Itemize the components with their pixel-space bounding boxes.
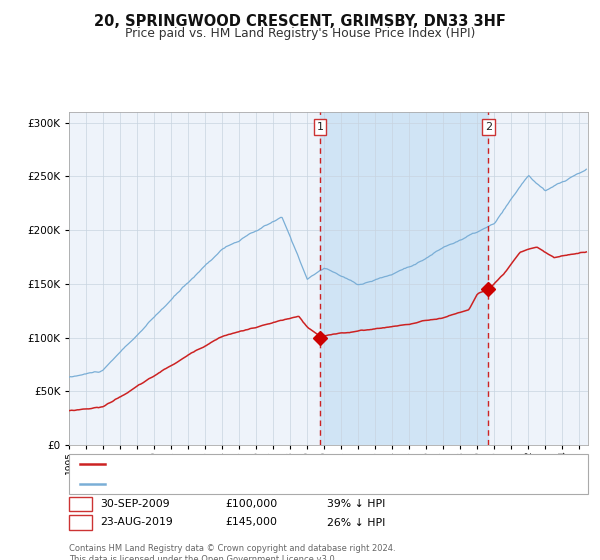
Text: Contains HM Land Registry data © Crown copyright and database right 2024.
This d: Contains HM Land Registry data © Crown c… (69, 544, 395, 560)
Text: 2: 2 (77, 517, 84, 528)
Text: 1: 1 (77, 499, 84, 509)
Text: 20, SPRINGWOOD CRESCENT, GRIMSBY, DN33 3HF (detached house): 20, SPRINGWOOD CRESCENT, GRIMSBY, DN33 3… (110, 460, 454, 469)
Text: 20, SPRINGWOOD CRESCENT, GRIMSBY, DN33 3HF: 20, SPRINGWOOD CRESCENT, GRIMSBY, DN33 3… (94, 14, 506, 29)
Text: 30-SEP-2009: 30-SEP-2009 (100, 499, 170, 509)
Text: 39% ↓ HPI: 39% ↓ HPI (327, 499, 385, 509)
Text: 2: 2 (485, 122, 492, 132)
Text: 1: 1 (316, 122, 323, 132)
Text: Price paid vs. HM Land Registry's House Price Index (HPI): Price paid vs. HM Land Registry's House … (125, 27, 475, 40)
Text: £145,000: £145,000 (225, 517, 277, 528)
Text: 26% ↓ HPI: 26% ↓ HPI (327, 517, 385, 528)
Text: 23-AUG-2019: 23-AUG-2019 (100, 517, 173, 528)
Bar (320, 112, 488, 445)
Text: HPI: Average price, detached house, North East Lincolnshire: HPI: Average price, detached house, Nort… (110, 479, 410, 489)
Text: £100,000: £100,000 (225, 499, 277, 509)
